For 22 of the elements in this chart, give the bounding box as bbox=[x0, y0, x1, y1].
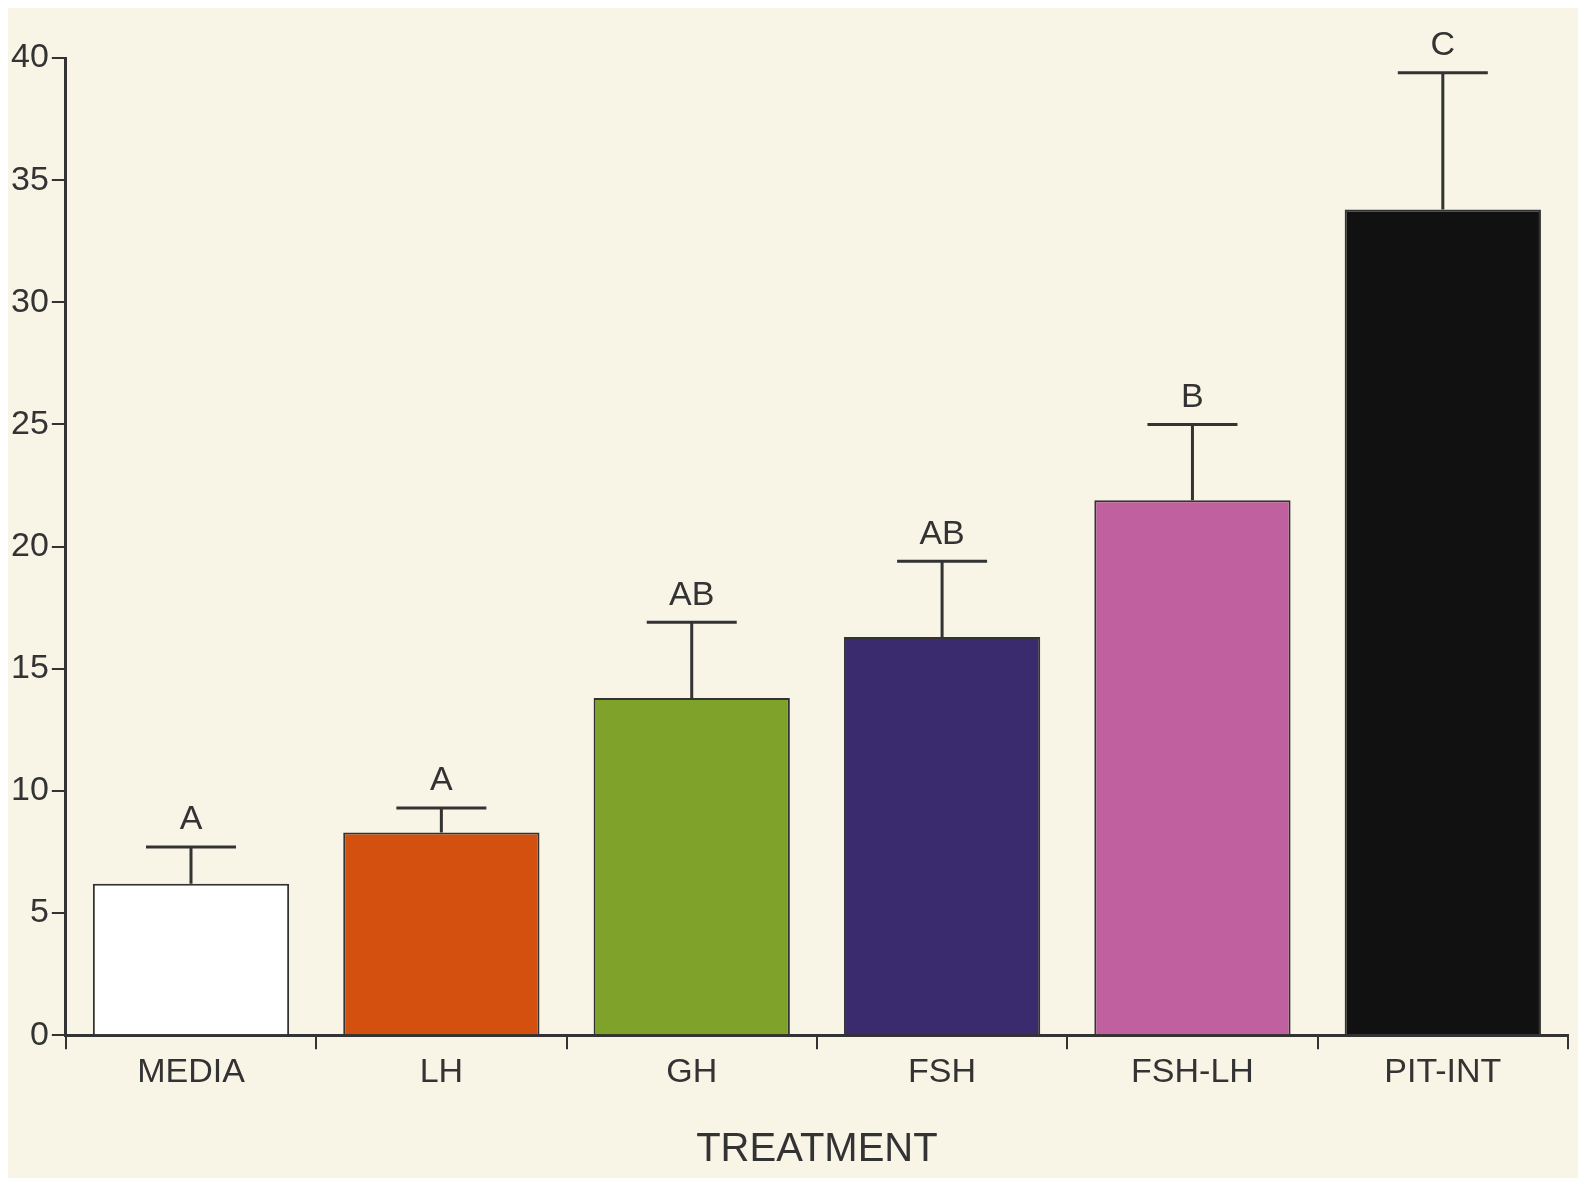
y-tick-label: 30 bbox=[10, 280, 49, 319]
x-tick-label: FSH bbox=[908, 1050, 977, 1089]
x-axis-title: TREATMENT bbox=[696, 1125, 938, 1170]
x-tick-label: LH bbox=[419, 1050, 464, 1089]
y-tick-label: 25 bbox=[10, 402, 49, 441]
annotation: A bbox=[430, 759, 454, 798]
annotation: A bbox=[179, 798, 203, 837]
x-tick-label: GH bbox=[666, 1050, 718, 1089]
x-tick-label: MEDIA bbox=[137, 1050, 246, 1089]
y-tick-label: 40 bbox=[10, 36, 49, 75]
y-tick-label: 15 bbox=[10, 647, 49, 686]
y-tick-label: 20 bbox=[10, 524, 49, 563]
y-tick-label: 5 bbox=[29, 891, 49, 930]
annotation: AB bbox=[669, 573, 715, 612]
annotation: AB bbox=[919, 512, 965, 551]
x-tick-label: PIT-INT bbox=[1384, 1050, 1502, 1089]
y-tick-label: 35 bbox=[10, 158, 49, 197]
annotation: C bbox=[1430, 24, 1456, 63]
annotation: B bbox=[1181, 375, 1204, 414]
x-tick-label: FSH-LH bbox=[1131, 1050, 1254, 1089]
y-tick-label: 10 bbox=[10, 769, 49, 808]
y-tick-label: 0 bbox=[29, 1013, 49, 1052]
